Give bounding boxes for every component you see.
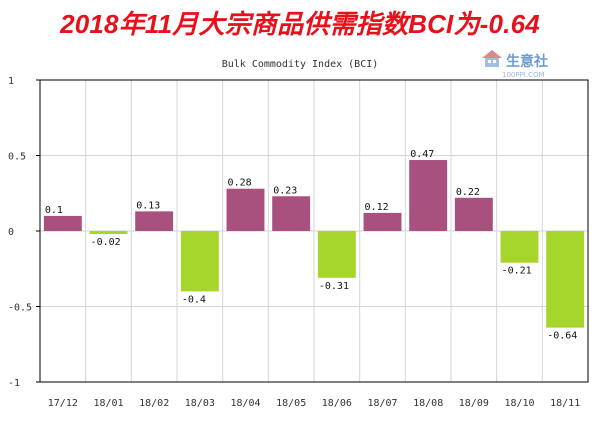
bar [89, 231, 128, 235]
x-tick-label: 18/01 [93, 398, 123, 409]
x-tick-label: 18/10 [504, 398, 534, 409]
chart-title: Bulk Commodity Index (BCI) [222, 59, 379, 70]
data-label: 0.13 [136, 200, 160, 211]
plot-frame [39, 79, 589, 383]
x-tick-label: 18/05 [276, 398, 306, 409]
y-tick-label: 1 [8, 76, 14, 87]
x-tick-label: 18/03 [185, 398, 215, 409]
frame-layer [36, 79, 589, 383]
data-label: -0.4 [182, 294, 206, 305]
watermark-site: 100PPI.COM [502, 71, 545, 79]
house-icon [482, 50, 502, 67]
bar [409, 160, 448, 231]
headline: 2018年11月大宗商品供需指数BCI为-0.64 [60, 9, 540, 39]
bar [363, 212, 402, 231]
x-tick-label: 18/02 [139, 398, 169, 409]
x-tick-label: 18/11 [550, 398, 580, 409]
data-label: -0.64 [547, 331, 577, 342]
y-tick-label: 0 [8, 227, 14, 238]
data-label: 0.22 [456, 187, 480, 198]
bar [180, 231, 219, 292]
data-label: 0.1 [45, 205, 63, 216]
x-tick-label: 18/04 [230, 398, 260, 409]
watermark-brand: 生意社 [506, 53, 548, 70]
bar [43, 215, 82, 231]
data-label: -0.31 [319, 281, 349, 292]
x-tick-label: 18/08 [413, 398, 443, 409]
data-label: 0.23 [273, 185, 297, 196]
bar [317, 231, 356, 278]
data-label: -0.02 [91, 237, 121, 248]
x-tick-label: 18/06 [322, 398, 352, 409]
bar-layer [43, 160, 585, 328]
y-tick-label: -0.5 [8, 303, 32, 314]
bar [226, 188, 265, 231]
bar [135, 211, 174, 231]
data-label: 0.12 [365, 202, 389, 213]
y-tick-label: 0.5 [8, 152, 26, 163]
x-tick-label: 17/12 [48, 398, 78, 409]
bar [546, 231, 585, 328]
label-layer: 1 0.5 0 -0.5 -1 0.1 17/12 -0.02 18/01 0.13 18/02 -0… [8, 76, 580, 409]
x-tick-label: 18/07 [367, 398, 397, 409]
watermark-logo: 生意社 100PPI.COM [482, 50, 548, 79]
y-tick-label: -1 [8, 378, 20, 389]
data-label: 0.28 [228, 178, 252, 189]
x-tick-label: 18/09 [459, 398, 489, 409]
grid-layer [40, 80, 588, 382]
data-label: 0.47 [410, 149, 434, 160]
bar [272, 196, 311, 231]
data-label: -0.21 [502, 266, 532, 277]
bar [454, 197, 493, 231]
bar [500, 231, 539, 263]
